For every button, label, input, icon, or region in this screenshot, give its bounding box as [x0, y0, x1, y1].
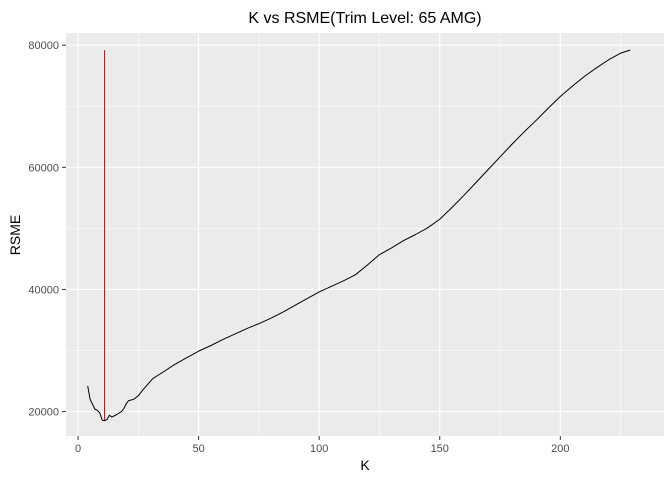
axis-ticks: 0 50 100 150 200 20000 40000 60000 80000	[28, 40, 569, 455]
x-tick-label: 50	[192, 443, 204, 455]
y-tick-label: 20000	[28, 407, 59, 419]
y-tick-label: 60000	[28, 162, 59, 174]
x-tick-label: 200	[551, 443, 569, 455]
chart-marks	[87, 49, 631, 422]
plot-panel	[66, 33, 664, 436]
x-tick-label: 0	[75, 443, 81, 455]
y-tick-label: 40000	[28, 284, 59, 296]
y-axis-title: RSME	[7, 215, 23, 255]
minor-gridlines	[66, 33, 664, 436]
major-gridlines	[66, 33, 664, 436]
x-tick-label: 150	[431, 443, 449, 455]
x-axis-title: K	[360, 457, 370, 473]
y-tick-label: 80000	[28, 40, 59, 52]
x-tick-label: 100	[310, 443, 328, 455]
chart-title: K vs RSME(Trim Level: 65 AMG)	[248, 10, 481, 27]
series-line	[87, 49, 631, 422]
